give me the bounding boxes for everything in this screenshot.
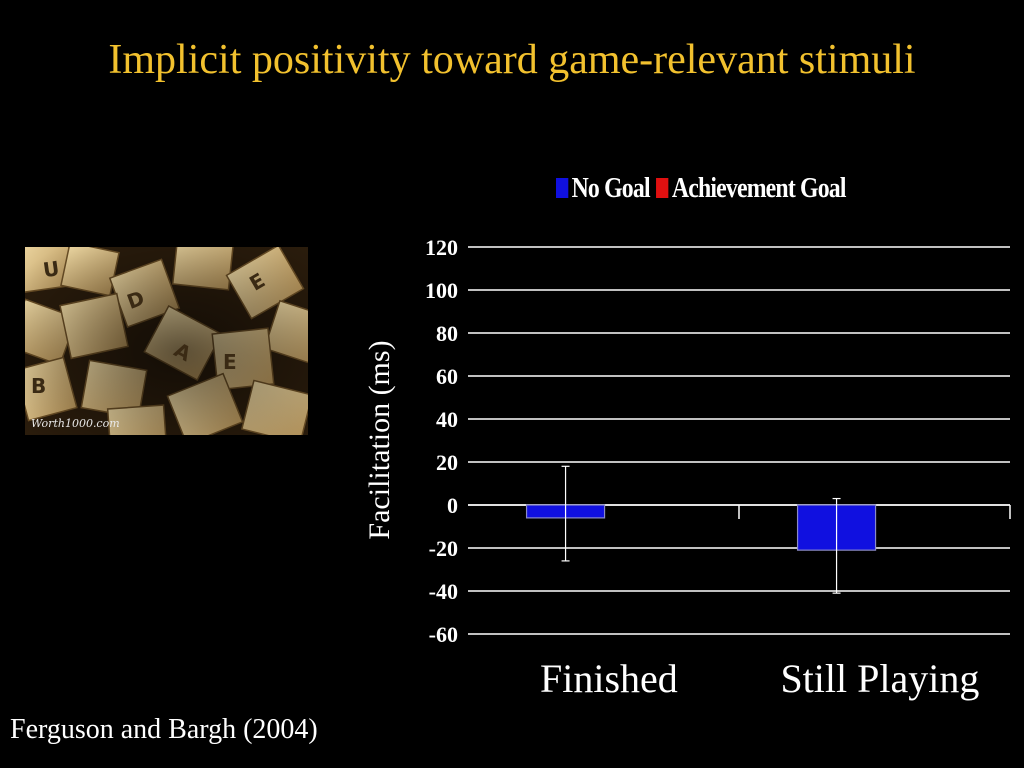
y-tick-label: 0 bbox=[447, 493, 458, 518]
scrabble-tiles-photo: U D E B E A Worth1000.com bbox=[25, 247, 308, 435]
y-tick-label: -40 bbox=[429, 579, 458, 604]
legend-label-achievement-goal: Achievement Goal bbox=[671, 171, 847, 204]
x-category-label-finished: Finished bbox=[540, 656, 678, 701]
legend-label-no-goal: No Goal bbox=[571, 171, 651, 204]
y-tick-label: 120 bbox=[425, 235, 458, 260]
y-tick-label: 40 bbox=[436, 407, 458, 432]
svg-text:D: D bbox=[124, 286, 148, 314]
y-tick-label: 20 bbox=[436, 450, 458, 475]
y-tick-label: 100 bbox=[425, 278, 458, 303]
legend-swatch-achievement-goal bbox=[656, 178, 669, 198]
y-tick-label: 60 bbox=[436, 364, 458, 389]
x-category-label-still-playing: Still Playing bbox=[780, 656, 980, 701]
slide-title: Implicit positivity toward game-relevant… bbox=[108, 37, 916, 83]
svg-text:E: E bbox=[223, 350, 237, 374]
citation: Ferguson and Bargh (2004) bbox=[10, 714, 318, 745]
legend-swatch-no-goal bbox=[556, 178, 569, 198]
photo-watermark: Worth1000.com bbox=[31, 417, 120, 430]
y-tick-label: -20 bbox=[429, 536, 458, 561]
y-tick-label: -60 bbox=[429, 622, 458, 647]
svg-text:B: B bbox=[31, 374, 46, 398]
svg-text:U: U bbox=[41, 256, 60, 282]
chart-legend: No Goal Achievement Goal bbox=[556, 170, 852, 206]
y-tick-label: 80 bbox=[436, 321, 458, 346]
